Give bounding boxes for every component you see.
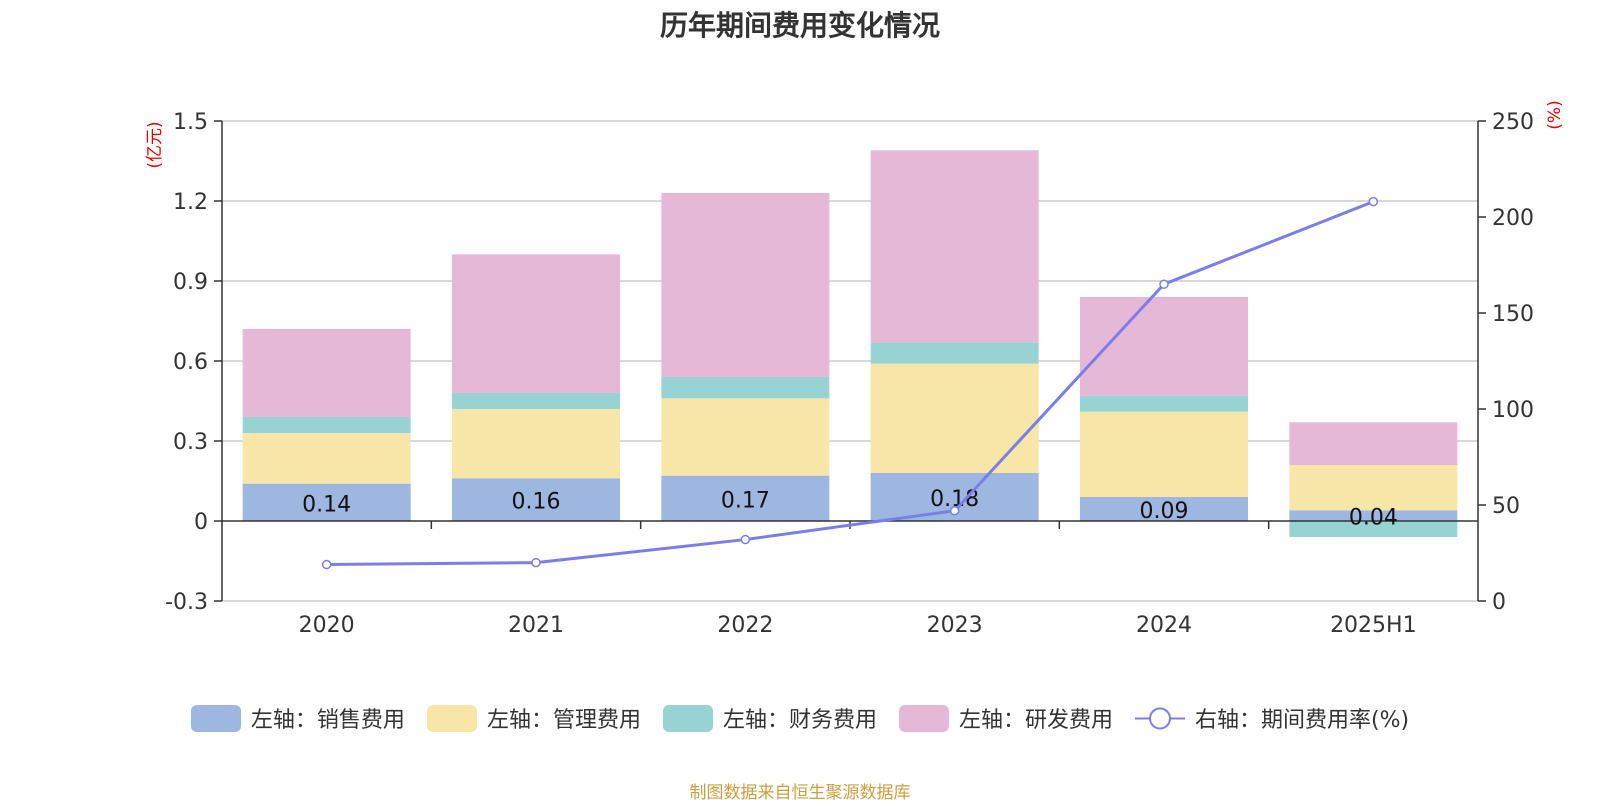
legend: 左轴：销售费用 左轴：管理费用 左轴：财务费用 左轴：研发费用 右轴：期间费用率…	[0, 702, 1600, 734]
right-axis-tick-label: 150	[1492, 302, 1534, 327]
right-axis-unit: (%)	[1545, 100, 1565, 129]
legend-swatch-rd	[898, 704, 949, 732]
bar-finance-2021	[452, 393, 620, 409]
right-axis-tick-label: 200	[1492, 206, 1534, 231]
data-label-sales-2020: 0.14	[302, 492, 351, 517]
bar-rd-2025H1	[1289, 422, 1458, 465]
source-note: 制图数据来自恒生聚源数据库	[689, 783, 911, 803]
bar-sales-2021	[452, 478, 620, 521]
x-axis-label-2024: 2024	[1136, 613, 1192, 638]
bar-finance-2024	[1080, 395, 1248, 412]
rate-point-2020	[321, 559, 332, 570]
left-axis-tick-label: 1.2	[173, 190, 208, 215]
legend-label-rd: 左轴：研发费用	[958, 708, 1113, 733]
legend-item-rd[interactable]: 左轴：研发费用	[898, 702, 1113, 734]
rate-point-2023	[949, 506, 960, 516]
rate-point-2021	[531, 557, 541, 568]
bar-admin-2024	[1080, 411, 1248, 497]
data-label-sales-2025H1: 0.04	[1349, 506, 1398, 531]
left-axis-tick-label: 0	[194, 510, 208, 535]
axes: 1.5 1.2 0.9 0.6 0.3 0 -0.3 250 200 150 100 50 0 (亿元) (…	[145, 100, 1565, 638]
chart-title: 历年期间费用变化情况	[659, 9, 940, 42]
legend-item-admin[interactable]: 左轴：管理费用	[426, 702, 641, 734]
bar-series	[242, 150, 1458, 537]
x-axis-label-2022: 2022	[717, 613, 773, 638]
bar-finance-2023	[870, 342, 1039, 364]
legend-label-sales: 左轴：销售费用	[250, 708, 405, 733]
data-label-sales-2022: 0.17	[721, 488, 770, 513]
bar-admin-2020	[242, 433, 411, 484]
legend-swatch-rate	[1134, 707, 1185, 729]
rate-point-2022	[740, 534, 751, 545]
rate-line	[321, 196, 1379, 570]
bar-rd-2020	[242, 329, 411, 417]
bar-rd-2023	[870, 150, 1039, 343]
left-axis-unit: (亿元)	[145, 121, 165, 168]
rate-point-2024	[1159, 279, 1169, 289]
legend-label-finance: 左轴：财务费用	[722, 708, 877, 733]
legend-item-rate[interactable]: 右轴：期间费用率(%)	[1134, 702, 1410, 734]
bar-rd-2021	[452, 254, 620, 393]
right-axis-tick-label: 100	[1492, 398, 1534, 423]
x-axis-label-2025H1: 2025H1	[1330, 613, 1417, 638]
bar-finance-2020	[242, 417, 411, 433]
left-axis-tick-label: 0.6	[173, 350, 208, 375]
bar-sales-2024	[1080, 497, 1248, 521]
bar-admin-2023	[870, 363, 1039, 473]
data-labels: 0.14 0.16 0.17 0.18 0.09 0.04	[302, 487, 1398, 531]
legend-item-sales[interactable]: 左轴：销售费用	[190, 702, 405, 734]
legend-label-admin: 左轴：管理费用	[486, 708, 641, 733]
legend-swatch-admin	[426, 704, 477, 732]
bar-sales-2020	[242, 483, 411, 521]
bar-rd-2022	[661, 193, 830, 377]
legend-swatch-finance	[662, 704, 713, 732]
left-axis-tick-label: 0.9	[173, 270, 208, 295]
bar-sales-2025H1	[1289, 510, 1458, 521]
x-axis-label-2023: 2023	[927, 613, 983, 638]
bar-finance-2022	[661, 377, 830, 399]
left-axis-tick-label: -0.3	[165, 590, 208, 615]
rate-point-2025H1	[1368, 196, 1379, 207]
x-axis-label-2021: 2021	[508, 613, 564, 638]
right-axis-tick-label: 0	[1492, 590, 1506, 615]
bar-admin-2022	[661, 398, 830, 476]
legend-label-rate: 右轴：期间费用率(%)	[1194, 708, 1410, 733]
bar-admin-2025H1	[1289, 465, 1458, 511]
bar-sales-2022	[661, 475, 830, 521]
left-axis-tick-label: 1.5	[173, 110, 208, 135]
right-axis-tick-label: 250	[1492, 110, 1534, 135]
legend-item-finance[interactable]: 左轴：财务费用	[662, 702, 877, 734]
data-label-sales-2024: 0.09	[1140, 499, 1189, 524]
data-label-sales-2021: 0.16	[512, 490, 561, 515]
bar-finance-2025H1	[1289, 521, 1458, 537]
rate-line-path	[326, 200, 1374, 567]
legend-swatch-sales	[190, 704, 241, 732]
x-axis-label-2020: 2020	[299, 613, 355, 638]
grid-lines	[222, 120, 1478, 602]
bar-admin-2021	[452, 409, 620, 479]
right-axis-tick-label: 50	[1492, 494, 1520, 519]
left-axis-tick-label: 0.3	[173, 430, 208, 455]
